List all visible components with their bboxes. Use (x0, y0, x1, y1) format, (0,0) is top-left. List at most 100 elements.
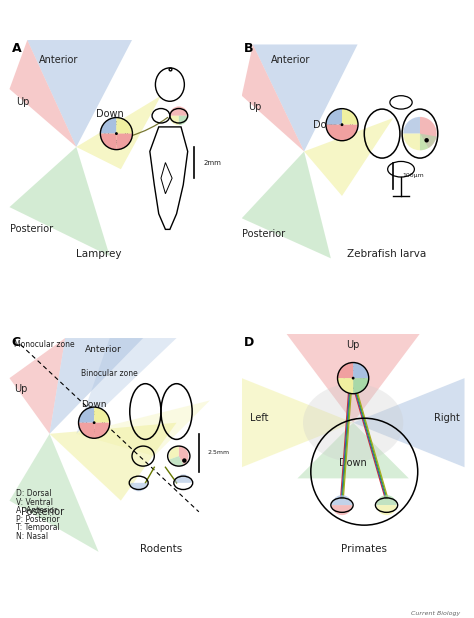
Polygon shape (298, 423, 409, 478)
Text: Posterior: Posterior (10, 224, 53, 234)
Text: V: V (101, 420, 106, 426)
Polygon shape (353, 378, 465, 467)
Text: D: D (82, 420, 87, 426)
Wedge shape (342, 125, 358, 141)
Polygon shape (242, 44, 304, 151)
Text: Right: Right (434, 413, 460, 423)
Text: Down: Down (312, 120, 340, 130)
Text: Up: Up (346, 340, 360, 350)
Text: Down: Down (96, 109, 124, 119)
Wedge shape (337, 378, 353, 394)
Text: D: Dorsal: D: Dorsal (16, 489, 52, 499)
Polygon shape (76, 338, 176, 434)
Polygon shape (50, 338, 143, 434)
Wedge shape (326, 109, 342, 125)
Text: Current Biology: Current Biology (410, 611, 460, 616)
Polygon shape (27, 40, 132, 147)
Text: V: V (351, 384, 356, 390)
Text: V: V (349, 122, 354, 128)
Wedge shape (170, 456, 184, 466)
Wedge shape (420, 117, 437, 148)
Wedge shape (337, 363, 353, 378)
Wedge shape (100, 117, 117, 133)
Wedge shape (169, 116, 179, 125)
Text: Up: Up (248, 102, 262, 112)
Text: Down: Down (82, 400, 107, 409)
Wedge shape (79, 407, 94, 423)
Text: T: T (341, 375, 346, 381)
Wedge shape (326, 125, 342, 141)
Wedge shape (342, 109, 358, 125)
Polygon shape (242, 378, 353, 467)
Circle shape (182, 459, 187, 463)
Polygon shape (76, 96, 161, 169)
Wedge shape (376, 505, 397, 515)
Text: 2mm: 2mm (203, 159, 221, 166)
Text: P: P (114, 140, 118, 146)
Text: Posterior: Posterior (21, 507, 64, 517)
Polygon shape (9, 338, 65, 434)
Wedge shape (332, 495, 352, 505)
Text: C: C (12, 336, 21, 349)
Wedge shape (179, 446, 189, 465)
Wedge shape (94, 423, 110, 438)
Text: Primates: Primates (341, 544, 387, 554)
Wedge shape (353, 378, 369, 394)
Text: Anterior: Anterior (39, 55, 78, 65)
Polygon shape (9, 147, 110, 256)
Text: A: A (92, 410, 97, 417)
Text: A: A (114, 121, 119, 127)
Text: Anterior: Anterior (85, 345, 121, 353)
Text: V: V (124, 130, 128, 137)
Circle shape (352, 377, 355, 379)
Polygon shape (242, 151, 331, 258)
Wedge shape (175, 475, 191, 483)
Circle shape (115, 132, 118, 135)
Text: Down: Down (339, 458, 367, 468)
Text: Anterior: Anterior (271, 55, 310, 65)
Wedge shape (179, 116, 188, 125)
Text: D: D (329, 122, 335, 128)
Text: Posterior: Posterior (243, 229, 285, 239)
Text: V: Ventral: V: Ventral (16, 498, 53, 507)
Ellipse shape (303, 384, 403, 462)
Wedge shape (100, 133, 117, 150)
Text: Rodents: Rodents (140, 544, 182, 554)
Wedge shape (332, 505, 352, 515)
Text: A: A (12, 42, 21, 55)
Text: Binocular zone: Binocular zone (82, 369, 138, 378)
Wedge shape (403, 117, 420, 133)
Text: Lamprey: Lamprey (76, 249, 121, 259)
Text: Monocular zone: Monocular zone (14, 340, 74, 349)
Wedge shape (420, 133, 437, 150)
Text: 2.5mm: 2.5mm (208, 451, 230, 455)
Polygon shape (50, 423, 176, 501)
Wedge shape (94, 407, 110, 423)
Wedge shape (353, 363, 369, 378)
Polygon shape (9, 434, 99, 552)
Text: D: D (104, 130, 109, 137)
Polygon shape (304, 118, 393, 196)
Text: T: Temporal: T: Temporal (16, 523, 60, 532)
Circle shape (424, 138, 429, 143)
Text: Left: Left (250, 413, 269, 423)
Wedge shape (169, 106, 188, 116)
Text: Up: Up (14, 384, 27, 394)
Text: Zebrafish larva: Zebrafish larva (347, 249, 426, 259)
Wedge shape (79, 423, 94, 438)
Text: N: Nasal: N: Nasal (16, 532, 48, 541)
Wedge shape (117, 117, 132, 133)
Wedge shape (376, 495, 397, 505)
Wedge shape (117, 133, 132, 150)
Wedge shape (130, 483, 147, 491)
Polygon shape (286, 334, 420, 423)
Text: B: B (244, 42, 254, 55)
Polygon shape (253, 44, 357, 151)
Text: D: D (244, 336, 254, 349)
Text: Up: Up (16, 98, 29, 108)
Wedge shape (169, 446, 179, 459)
Text: D: D (350, 366, 356, 372)
Text: A: A (339, 112, 345, 119)
Polygon shape (9, 40, 76, 147)
Text: A: Anterior: A: Anterior (16, 506, 57, 515)
